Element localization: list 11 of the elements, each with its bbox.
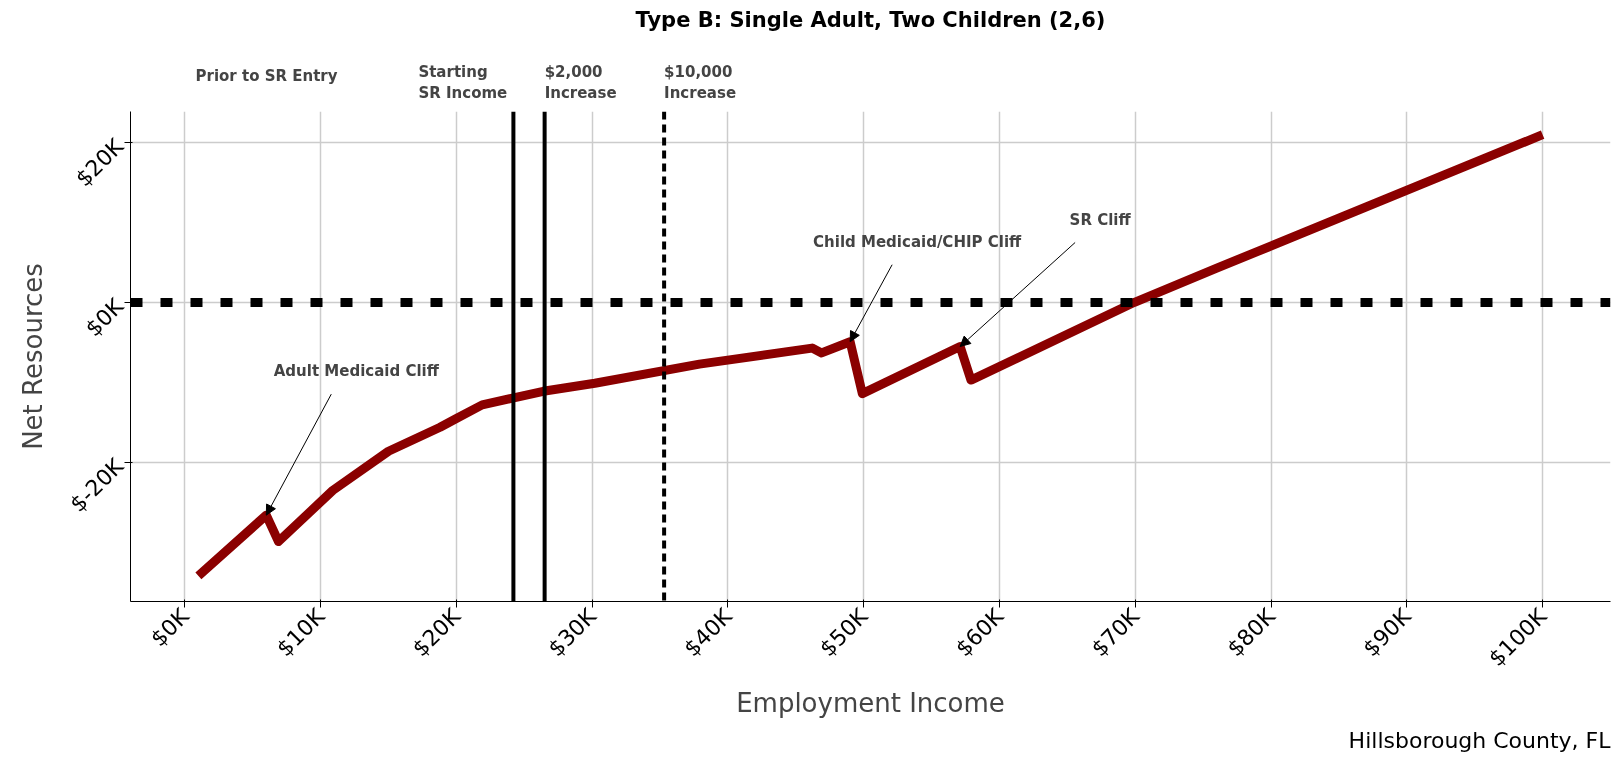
ref-line-label: $2,000 Increase [544, 62, 617, 103]
x-axis-title: Employment Income [736, 687, 1005, 718]
text: Prior to SR Entry [195, 66, 338, 85]
chart-title: Type B: Single Adult, Two Children (2,6) [635, 7, 1106, 32]
annotation: Child Medicaid/CHIP Cliff [813, 232, 1023, 251]
y-axis-title: Net Resources [18, 263, 49, 450]
annotation: Adult Medicaid Cliff [273, 362, 440, 381]
ref-line-label: Starting SR Income [418, 62, 508, 103]
ref-line-label: $10,000 Increase [664, 62, 737, 103]
text: Hillsborough County, FL [1348, 727, 1612, 753]
annotation: SR Cliff [1069, 210, 1132, 229]
